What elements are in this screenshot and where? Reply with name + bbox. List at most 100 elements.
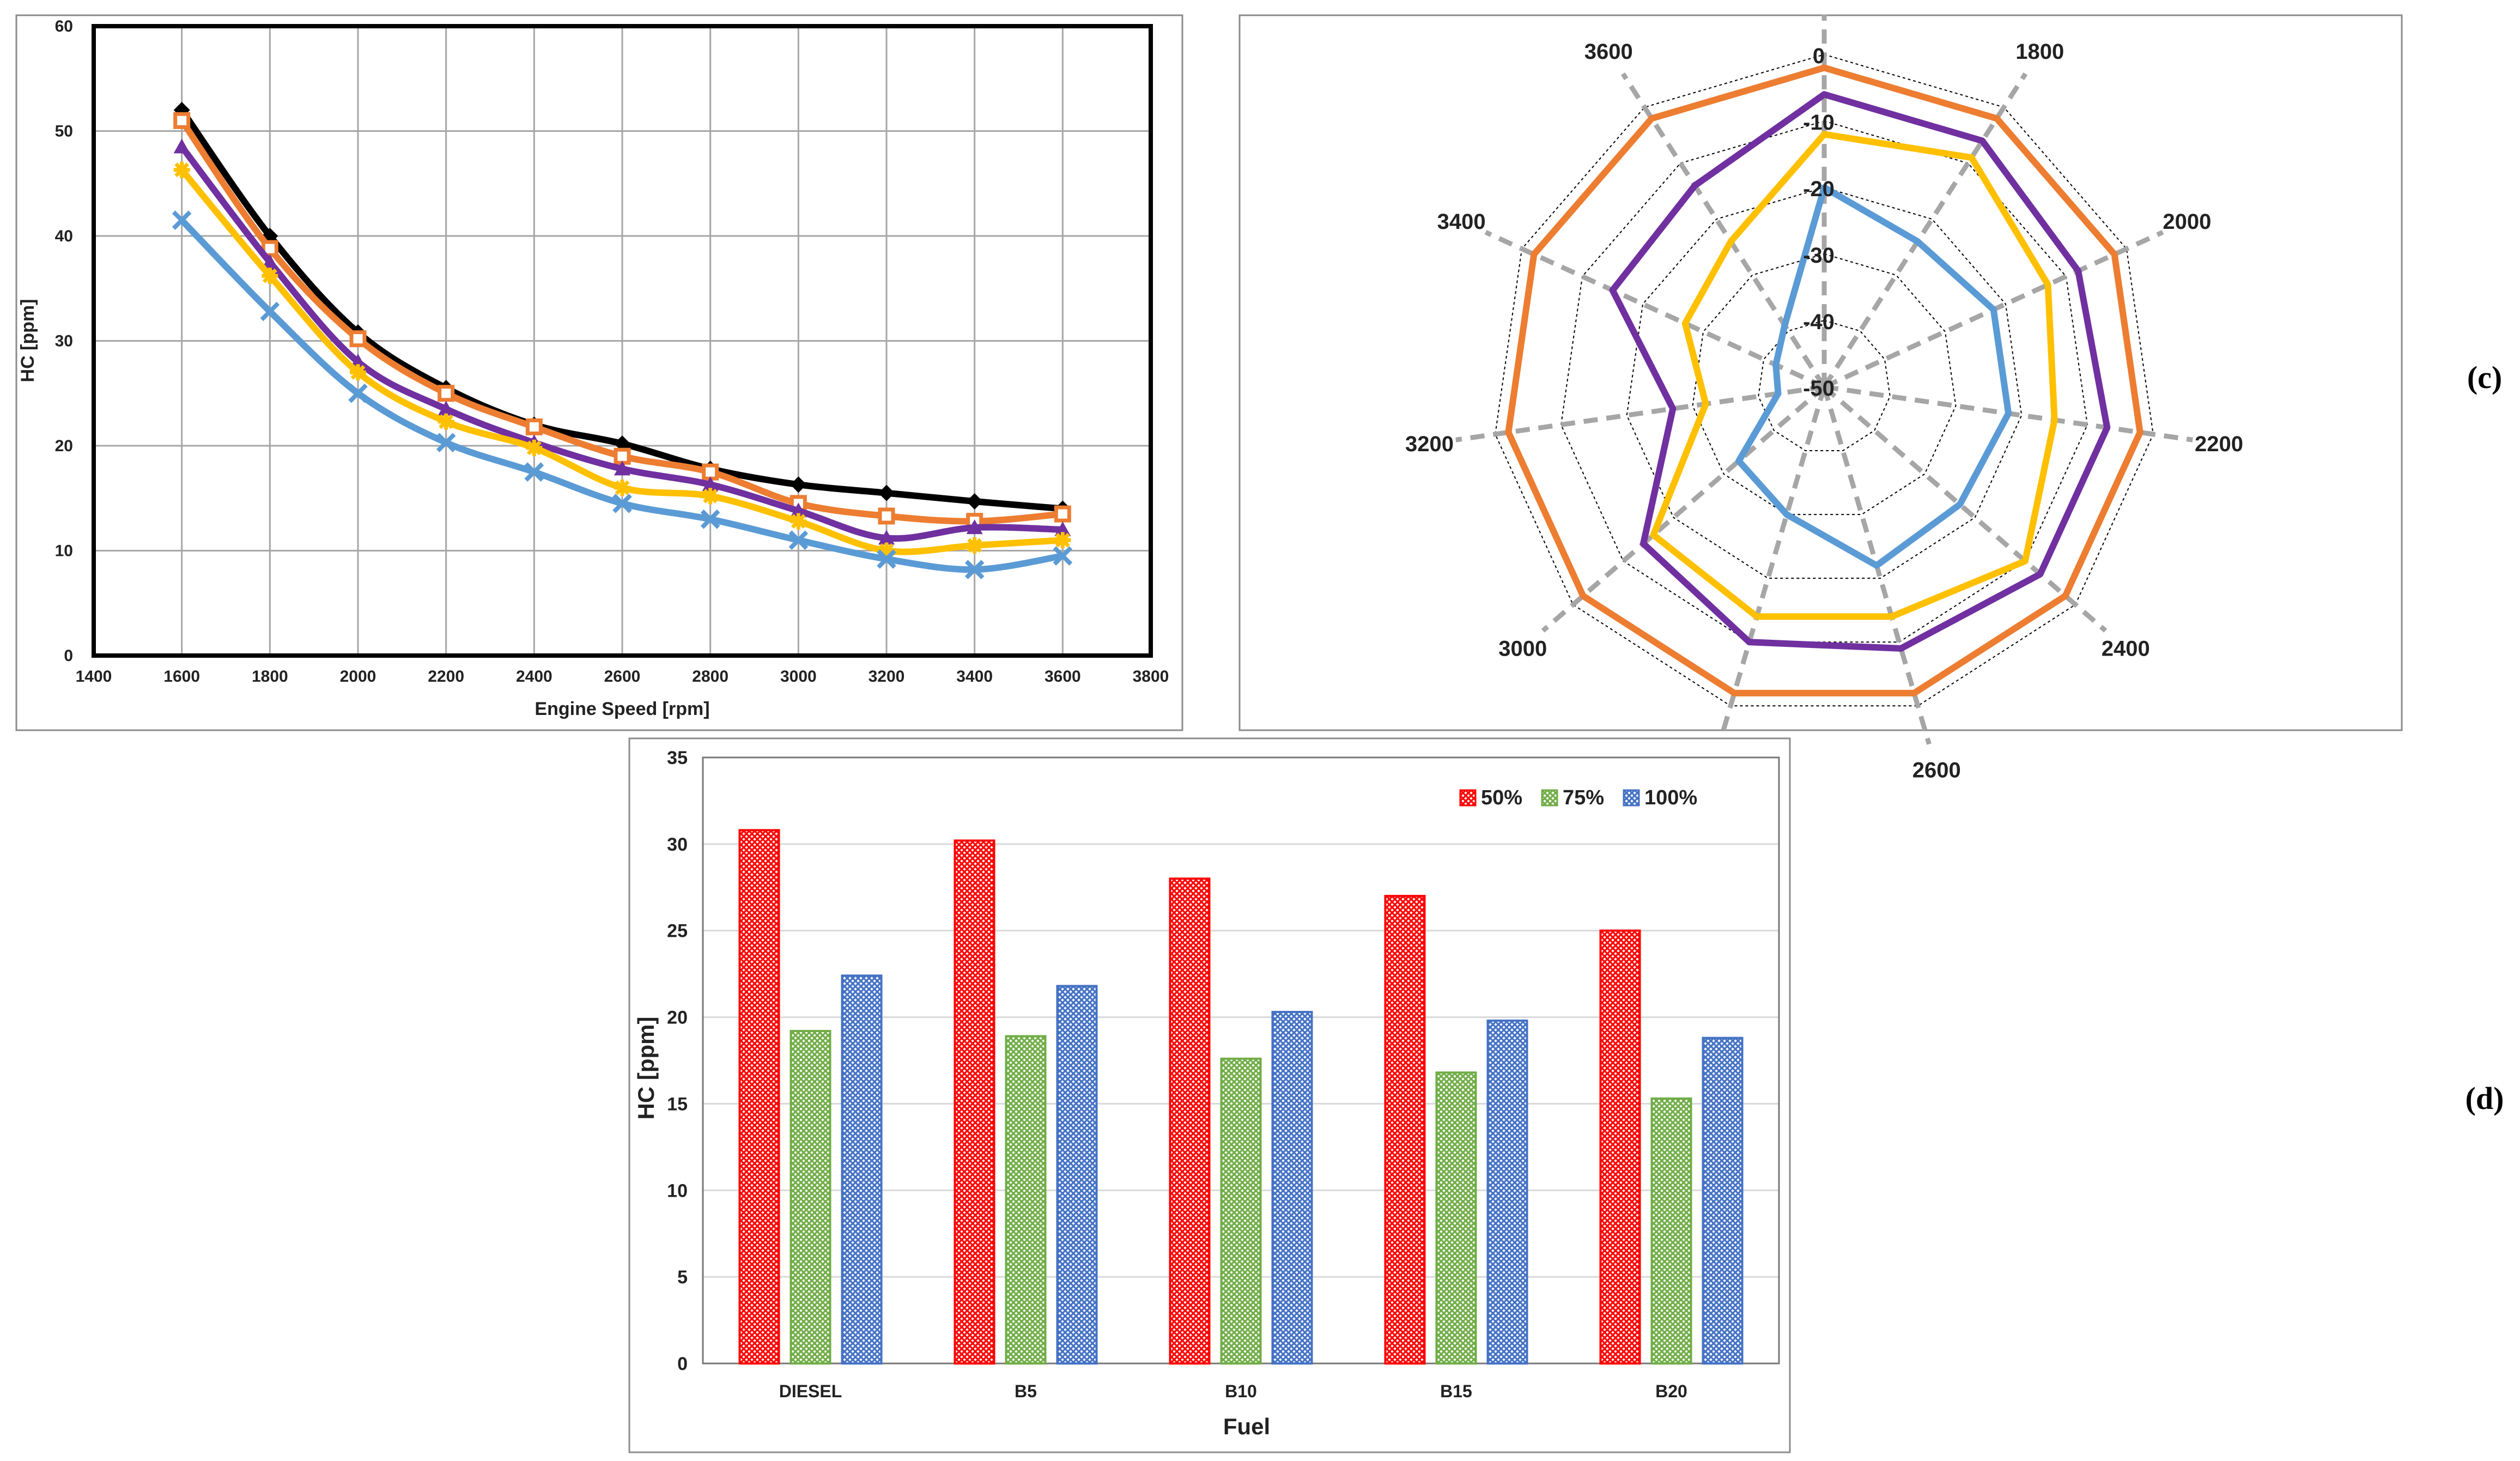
- bar-b20-1: [1650, 1097, 1692, 1365]
- series-blue: [172, 210, 1073, 579]
- data-point: [700, 509, 720, 529]
- data-point: [790, 513, 807, 530]
- radar-series: [1505, 64, 2143, 696]
- line-x-tick-label: 1800: [252, 668, 288, 686]
- legend-label: 50%: [1481, 786, 1522, 809]
- radar-r-tick-label: 0: [1813, 44, 1825, 68]
- bar-y-tick-label: 30: [667, 834, 688, 855]
- bar-b15-1: [1435, 1071, 1477, 1365]
- data-point: [526, 439, 543, 456]
- bar-diesel-2: [841, 974, 883, 1365]
- bar-b20-2: [1702, 1036, 1744, 1365]
- bar-y-tick-labels: 0 5 10 15 20 25 30 35: [667, 748, 688, 1374]
- radar-ring: [1626, 186, 2023, 579]
- data-point: [173, 161, 190, 178]
- radar-center: [1814, 377, 1834, 397]
- line-x-tick-label: 1600: [163, 668, 200, 686]
- series-yellow: [173, 161, 1071, 559]
- series-orange: [173, 112, 1071, 530]
- data-point: [612, 494, 632, 513]
- line-x-tick-label: 2200: [428, 668, 464, 686]
- line-x-tick-labels: 1400 1600 1800 2000 2200 2400 2600 2800 3000 3200…: [76, 668, 1169, 686]
- data-point: [262, 254, 278, 269]
- line-chart-series: [172, 102, 1073, 579]
- line-chart-frame: [15, 14, 1183, 731]
- bar-b5-1: [1005, 1035, 1047, 1365]
- panel-label-c: (c): [2467, 360, 2502, 395]
- radar-ring: [1495, 53, 2154, 707]
- line-x-tick-label: 2000: [340, 668, 377, 686]
- bar-diesel-1: [790, 1029, 831, 1365]
- line-x-tick-label: 2800: [692, 668, 728, 686]
- line-x-tick-label: 3600: [1045, 668, 1081, 686]
- series-yellow: [1650, 131, 2058, 620]
- legend-swatch: [1459, 789, 1477, 807]
- radar-category-label: 1800: [2015, 40, 2064, 64]
- radar-category-label: 3200: [1405, 432, 1454, 456]
- series-orange: [1505, 64, 2143, 696]
- radar-spoke: [1717, 386, 1827, 745]
- bar-x-tick-label: B5: [1015, 1381, 1037, 1401]
- radar-spoke: [1823, 385, 2108, 633]
- data-point: [438, 385, 455, 402]
- series-purple: [1609, 91, 2111, 652]
- data-point: [173, 112, 191, 129]
- bar-b20-0: [1599, 929, 1641, 1365]
- line-plot-border: [92, 24, 1153, 658]
- data-point: [350, 364, 366, 381]
- line-x-tick-label: 3800: [1133, 668, 1169, 686]
- radar-ring: [1692, 253, 1957, 516]
- bar-b15-0: [1384, 895, 1426, 1365]
- series-blue-line: [179, 217, 1064, 573]
- data-point: [524, 462, 544, 482]
- bar-x-tick-label: DIESEL: [779, 1381, 842, 1401]
- data-point: [1054, 505, 1071, 523]
- series-yellow-line: [179, 167, 1063, 555]
- bar-y-tick-label: 35: [667, 748, 688, 768]
- data-point: [790, 476, 807, 493]
- data-point: [1054, 522, 1071, 536]
- radar-category-label: 2200: [2195, 432, 2243, 456]
- radar-category-labels: 1600180020002200240026002800300032003400…: [1405, 0, 2243, 782]
- line-y-tick-label: 50: [55, 123, 73, 141]
- radar-r-tick-label: -30: [1803, 244, 1835, 268]
- radar-radial-tick-labels: 0 -10 -20 -30 -40 -50: [1803, 44, 1835, 401]
- data-point: [878, 484, 895, 501]
- series-purple: [173, 138, 1071, 545]
- line-x-tick-label: 3400: [956, 668, 993, 686]
- bar-y-tick-label: 10: [667, 1180, 688, 1201]
- line-x-axis-title: Engine Speed [rpm]: [535, 699, 709, 719]
- bar-x-tick-label: B15: [1440, 1381, 1472, 1401]
- data-point: [790, 502, 807, 518]
- radar-category-label: 2400: [2102, 636, 2150, 660]
- data-point: [966, 493, 983, 510]
- data-point: [614, 435, 630, 452]
- data-point: [525, 418, 543, 435]
- line-x-tick-label: 1400: [76, 668, 112, 686]
- series-orange-line: [179, 118, 1063, 525]
- bar-y-tick-label: 15: [667, 1094, 688, 1114]
- radar-spoke: [1822, 72, 2028, 389]
- data-point: [436, 433, 456, 453]
- bar-x-tick-label: B10: [1225, 1381, 1257, 1401]
- data-point: [966, 537, 983, 554]
- bar-x-tick-labels: DIESEL B5 B10 B15 B20: [779, 1381, 1687, 1401]
- radar-spoke: [1484, 230, 1825, 390]
- radar-category-label: 3600: [1584, 40, 1633, 64]
- radar-category-label: 3000: [1498, 636, 1547, 660]
- data-point: [438, 413, 454, 430]
- line-x-tick-label: 2600: [604, 668, 641, 686]
- data-point: [788, 530, 809, 550]
- series-black-line: [179, 108, 1063, 512]
- data-point: [172, 210, 192, 230]
- data-point: [614, 460, 630, 476]
- bar-y-tick-label: 5: [677, 1267, 688, 1288]
- line-y-tick-label: 40: [55, 227, 73, 245]
- data-point: [1053, 546, 1073, 566]
- line-y-tick-label: 0: [64, 647, 73, 665]
- data-point: [878, 507, 895, 525]
- bar-b5-2: [1056, 985, 1098, 1365]
- bar-b10-1: [1220, 1057, 1262, 1365]
- bar-y-tick-label: 0: [677, 1354, 688, 1374]
